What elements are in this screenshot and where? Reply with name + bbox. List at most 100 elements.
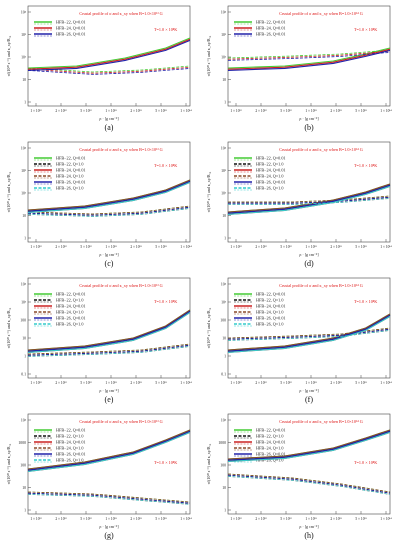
panel-g: Crustal profile of σ and κ_xy when B=1.0… <box>6 413 193 540</box>
legend-label: HFB−24, Q=1.0 <box>256 310 283 316</box>
legend-label: HFB−22, Q=0.01 <box>56 156 86 162</box>
y-tick-label: 1 <box>24 237 26 241</box>
sigma-curve <box>227 431 391 462</box>
panel-title: Crustal profile of σ and κ_xy when B=1.0… <box>279 283 363 288</box>
x-tick-label: 5 × 10¹³ <box>355 381 367 385</box>
x-tick-label: 1 × 10¹² <box>230 381 241 385</box>
x-tick-label: 2 × 10¹³ <box>330 381 342 385</box>
legend-label: HFB−24, Q=0.01 <box>56 26 86 32</box>
y-tick-label: 1 <box>24 509 26 513</box>
legend-label: HFB−24, Q=0.01 <box>256 440 286 446</box>
panel-a: Crustal profile of σ and κ_xy when B=1.0… <box>6 5 193 132</box>
kappa-curve <box>227 49 391 59</box>
x-tick-label: 2 × 10¹² <box>55 517 66 521</box>
y-tick-label: 10⁴ <box>221 147 227 151</box>
temperature-label: T=1.0 × 10⁸K <box>354 27 377 32</box>
kappa-curve <box>27 205 191 215</box>
temperature-label: T=1.0 × 10⁸K <box>154 299 177 304</box>
x-axis-label: ρ · [g cm⁻³] <box>99 252 119 257</box>
x-tick-label: 1 × 10¹² <box>30 517 41 521</box>
kappa-curve <box>27 343 191 355</box>
x-tick-label: 1 × 10¹³ <box>305 381 317 385</box>
y-tick-label: 10² <box>21 192 27 196</box>
panel-title: Crustal profile of σ and κ_xy when B=1.0… <box>279 147 363 152</box>
legend-label: HFB−26, Q=1.0 <box>256 458 283 464</box>
x-tick-label: 1 × 10¹⁴ <box>380 109 392 113</box>
x-tick-label: 1 × 10¹² <box>230 245 241 249</box>
panel-title: Crustal profile of σ and κ_xy when B=1.0… <box>79 419 162 424</box>
x-tick-label: 5 × 10¹² <box>80 517 91 521</box>
y-tick-label: 10 <box>222 214 226 218</box>
legend-label: HFB−24, Q=1.0 <box>256 446 283 452</box>
y-tick-label: 10 <box>22 214 26 218</box>
y-tick-label: 10² <box>221 192 227 196</box>
x-tick-label: 2 × 10¹² <box>255 109 266 113</box>
y-tick-label: 0.1 <box>21 373 26 377</box>
plot-frame <box>227 277 391 379</box>
panel-title: Crustal profile of σ and κ_xy when B=1.0… <box>79 11 162 16</box>
y-axis-label: σ/(10²² s⁻¹) and κ_xy/B₁₄ <box>206 35 211 76</box>
panel-label: (b) <box>304 123 314 132</box>
panel-title: Crustal profile of σ and κ_xy when B=1.0… <box>279 419 363 424</box>
temperature-label: T=1.0 × 10⁸K <box>354 460 377 465</box>
legend-label: HFB−22, Q=0.01 <box>56 428 86 434</box>
legend-label: HFB−26, Q=0.01 <box>56 180 86 186</box>
panel-c: Crustal profile of σ and κ_xy when B=1.0… <box>6 141 193 268</box>
x-tick-label: 5 × 10¹³ <box>155 109 167 113</box>
y-tick-label: 10⁴ <box>221 419 227 423</box>
y-tick-label: 100 <box>220 464 226 468</box>
legend-label: HFB−22, Q=0.01 <box>256 20 286 26</box>
sigma-curve <box>227 314 391 352</box>
y-tick-label: 1 <box>224 101 226 105</box>
x-axis-label: ρ · [g cm⁻³] <box>99 116 119 121</box>
kappa-curve <box>27 494 191 505</box>
x-axis-label: ρ · [g cm⁻³] <box>99 388 119 393</box>
x-tick-label: 1 × 10¹³ <box>105 517 117 521</box>
legend-label: HFB−26, Q=1.0 <box>256 322 283 328</box>
x-axis-label: ρ · [g cm⁻³] <box>299 252 319 257</box>
y-tick-label: 10⁴ <box>221 11 227 15</box>
legend-label: HFB−26, Q=0.01 <box>256 180 286 186</box>
x-tick-label: 2 × 10¹³ <box>130 245 142 249</box>
sigma-curve <box>27 37 191 69</box>
kappa-curve <box>227 330 391 341</box>
kappa-curve <box>228 198 391 205</box>
kappa-curve <box>227 474 391 494</box>
kappa-curve <box>27 346 191 357</box>
legend-label: HFB−26, Q=0.01 <box>256 316 286 322</box>
legend-label: HFB−22, Q=1.0 <box>56 162 83 168</box>
temperature-label: T=1.0 × 10⁸K <box>154 163 177 168</box>
legend-label: HFB−26, Q=0.01 <box>56 32 86 38</box>
x-tick-label: 2 × 10¹² <box>55 381 66 385</box>
x-tick-label: 2 × 10¹³ <box>130 381 142 385</box>
kappa-curve <box>227 327 391 339</box>
legend-label: HFB−24, Q=1.0 <box>56 174 83 180</box>
y-tick-label: 10³ <box>221 301 227 305</box>
y-tick-label: 10³ <box>221 33 227 37</box>
panel-title: Crustal profile of σ and κ_xy when B=1.0… <box>79 283 162 288</box>
x-tick-label: 1 × 10¹⁴ <box>180 517 192 521</box>
kappa-curve <box>27 491 191 503</box>
legend-label: HFB−22, Q=1.0 <box>56 298 83 304</box>
legend-label: HFB−26, Q=0.01 <box>256 452 286 458</box>
legend-label: HFB−22, Q=1.0 <box>256 298 283 304</box>
panel-b: Crustal profile of σ and κ_xy when B=1.0… <box>206 5 393 132</box>
legend-label: HFB−24, Q=1.0 <box>56 446 83 452</box>
x-tick-label: 2 × 10¹² <box>255 381 266 385</box>
x-tick-label: 5 × 10¹² <box>80 381 91 385</box>
legend-label: HFB−24, Q=0.01 <box>256 304 286 310</box>
legend-label: HFB−22, Q=1.0 <box>256 162 283 168</box>
x-axis-label: ρ · [g cm⁻³] <box>299 524 319 529</box>
sigma-curve <box>27 429 191 470</box>
y-tick-label: 100 <box>220 319 226 323</box>
y-axis-label: σ/(10²² s⁻¹) and κ_xy/B₁₄ <box>6 171 11 212</box>
sigma-curve <box>27 180 191 212</box>
panel-label: (d) <box>304 259 314 268</box>
y-tick-label: 1 <box>224 355 226 359</box>
y-tick-label: 10 <box>222 78 226 82</box>
x-tick-label: 5 × 10¹³ <box>155 381 167 385</box>
x-tick-label: 1 × 10¹⁴ <box>380 381 392 385</box>
plot-frame <box>27 141 191 243</box>
y-axis-label: σ/(10²² s⁻¹) and κ_xy/B₁₄ <box>6 35 11 76</box>
sigma-curve <box>227 313 391 351</box>
